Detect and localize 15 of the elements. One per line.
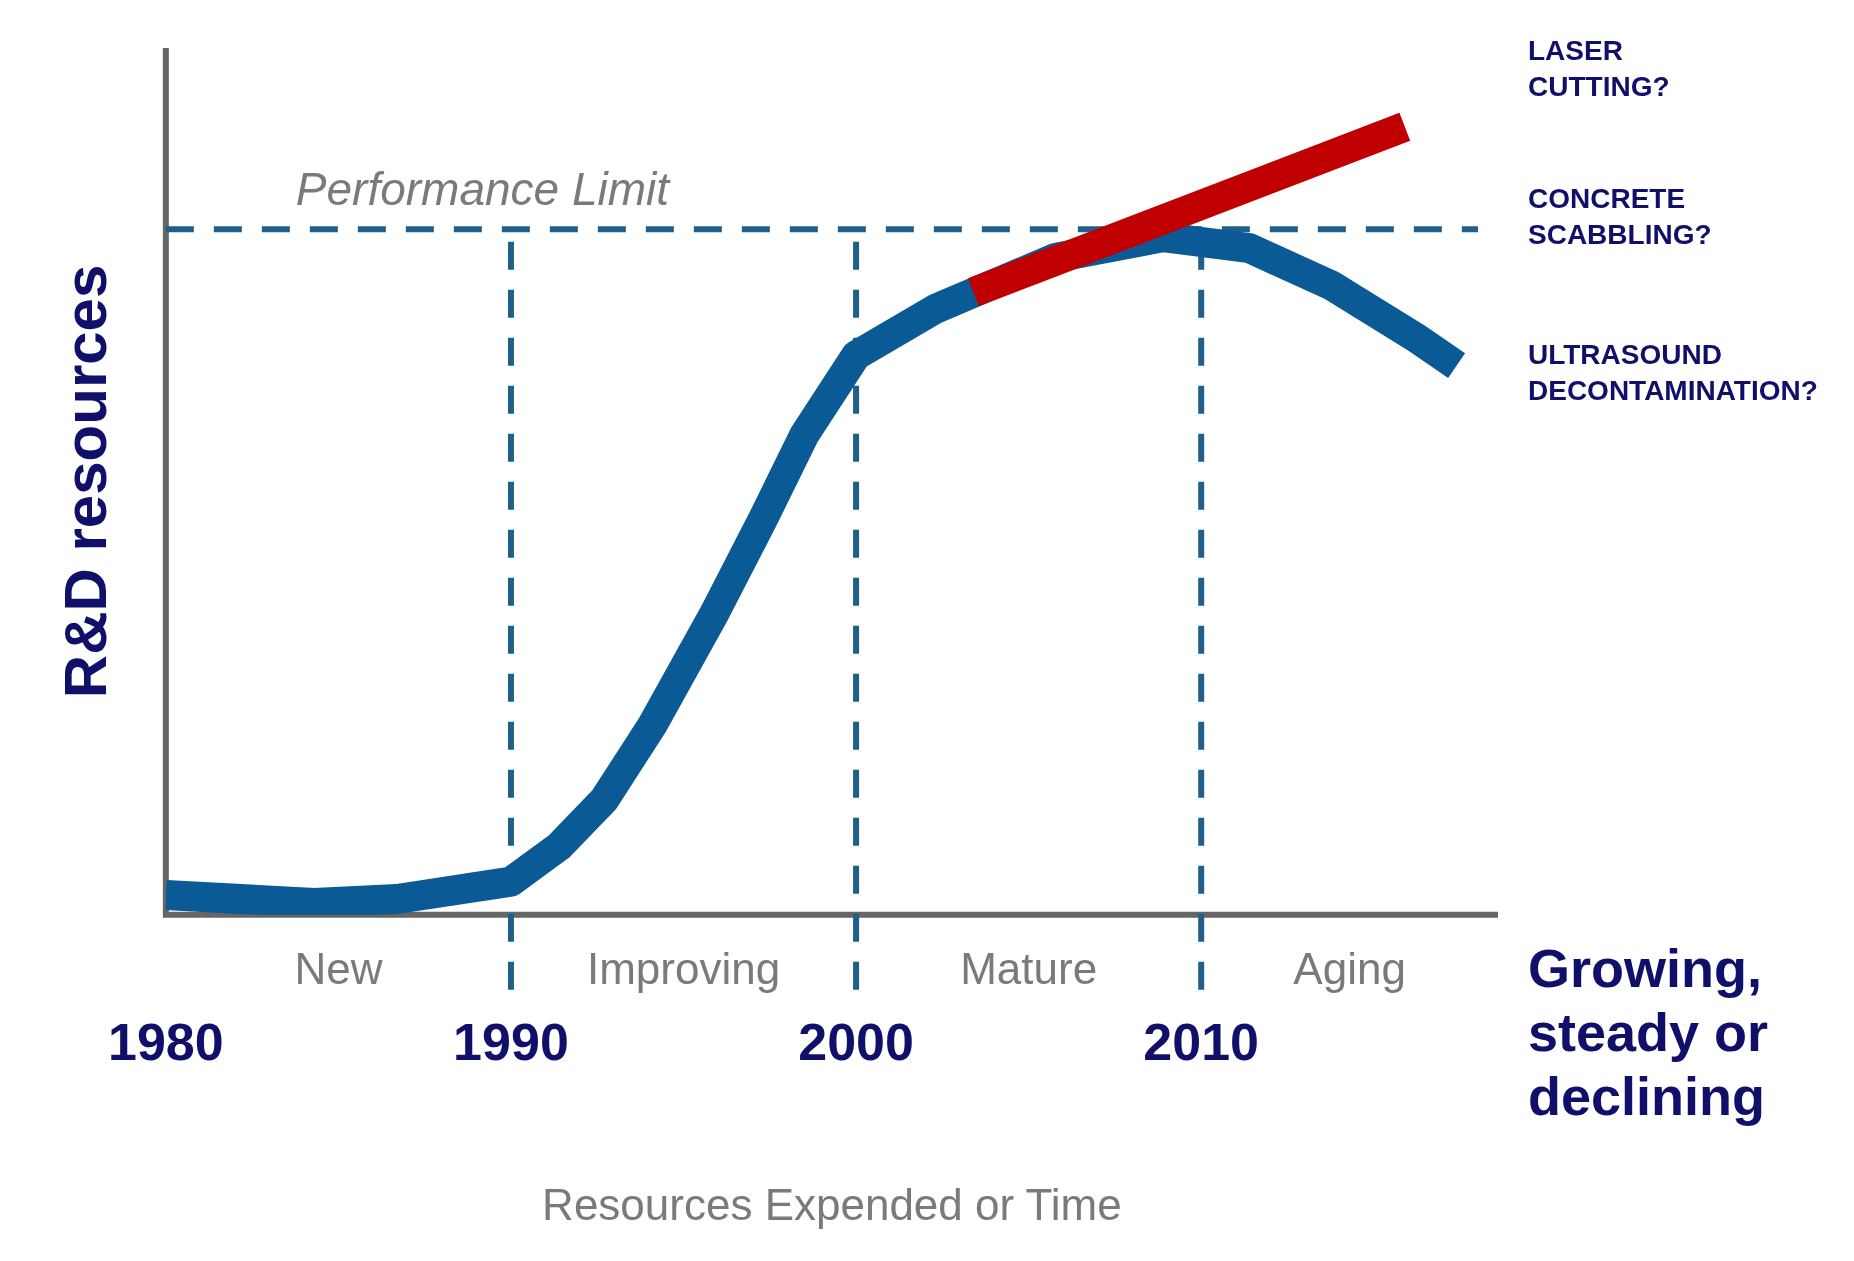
text: Growing, steady or declining	[1528, 937, 1769, 1126]
x-tick-label: 2010	[1143, 1013, 1260, 1072]
text: Mature	[960, 943, 1098, 993]
x-tick-label: 1990	[453, 1013, 569, 1072]
x-axis-title: Resources Expended or Time	[542, 1179, 1122, 1229]
text: Aging	[1293, 943, 1406, 993]
x-tick-label: 1980	[108, 1013, 224, 1072]
text: CONCRETE SCABBLING?	[1528, 183, 1712, 251]
text: LASER CUTTING?	[1528, 34, 1670, 102]
x-tick-label: 2000	[798, 1013, 914, 1072]
text: Improving	[586, 943, 781, 993]
y-axis-title: R&D resources	[52, 264, 120, 699]
text: New	[294, 943, 383, 993]
ref-line-label: Performance Limit	[295, 163, 672, 216]
text: ULTRASOUND DECONTAMINATION?	[1528, 339, 1818, 407]
